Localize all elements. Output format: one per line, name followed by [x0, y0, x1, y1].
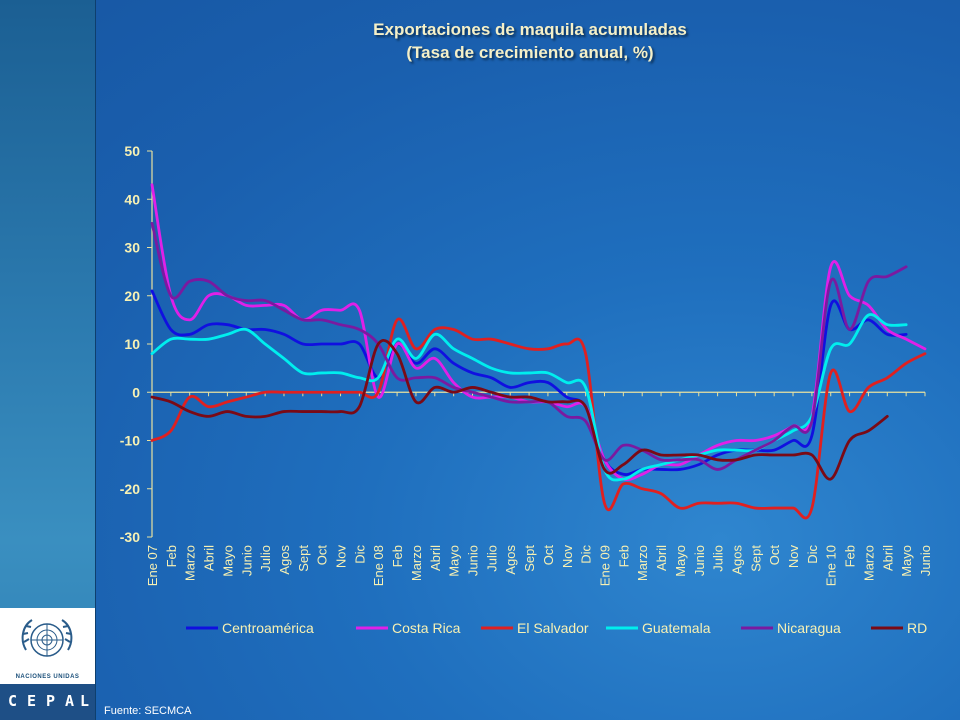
x-tick-label: Mayo — [220, 545, 235, 577]
cepal-letter: L — [80, 692, 90, 710]
x-tick-label: Mayo — [673, 545, 688, 577]
x-tick-label: Oct — [541, 545, 556, 566]
x-tick-label: Agos — [503, 545, 518, 575]
x-tick-label: Junio — [918, 545, 933, 576]
x-tick-label: Ene 07 — [145, 545, 160, 586]
y-tick-label: 0 — [132, 384, 140, 400]
x-tick-label: Sept — [748, 545, 763, 572]
x-tick-label: Abril — [880, 545, 895, 571]
legend-label: RD — [907, 620, 927, 636]
cepal-logo: C E P A L — [0, 684, 95, 720]
y-tick-label: 20 — [124, 288, 140, 304]
y-tick-label: -30 — [120, 529, 140, 545]
x-tick-label: Marzo — [635, 545, 650, 581]
x-tick-label: Dic — [579, 545, 594, 564]
series-line — [150, 313, 908, 482]
x-tick-label: Julio — [258, 545, 273, 572]
legend-label: Guatemala — [642, 620, 711, 636]
y-tick-label: -10 — [120, 433, 140, 449]
x-tick-label: Julio — [711, 545, 726, 572]
x-tick-label: Julio — [484, 545, 499, 572]
x-tick-label: Marzo — [861, 545, 876, 581]
x-tick-label: Agos — [277, 545, 292, 575]
x-tick-label: Oct — [315, 545, 330, 566]
x-tick-label: Mayo — [447, 545, 462, 577]
x-tick-label: Marzo — [183, 545, 198, 581]
y-tick-label: 30 — [124, 240, 140, 256]
y-tick-label: -20 — [120, 481, 140, 497]
legend-label: Nicaragua — [777, 620, 841, 636]
x-tick-labels: Ene 07 Feb Marzo Abril Mayo Junio Julio Agos Sep… — [145, 545, 933, 587]
y-tick-label: 50 — [124, 143, 140, 159]
x-tick-label: Oct — [767, 545, 782, 566]
x-tick-label: Dic — [352, 545, 367, 564]
source-note: Fuente: SECMCA — [104, 705, 192, 717]
x-tick-label: Nov — [560, 545, 575, 569]
x-tick-label: Ene 08 — [371, 545, 386, 586]
legend-label: Centroamérica — [222, 620, 314, 636]
y-tick-labels: 50 40 30 20 10 0 -10 -20 -30 — [120, 143, 140, 545]
x-tick-label: Feb — [390, 545, 405, 567]
chart-title-line1: Exportaciones de maquila acumuladas — [373, 20, 687, 39]
x-tick-label: Junio — [466, 545, 481, 576]
x-tick-label: Junio — [239, 545, 254, 576]
un-emblem-icon — [21, 619, 73, 657]
y-tick-label: 10 — [124, 336, 140, 352]
x-tick-label: Ene 10 — [824, 545, 839, 586]
y-tick-label: 40 — [124, 191, 140, 207]
cepal-letter: C — [8, 692, 18, 710]
un-logo-text: NACIONES UNIDAS — [15, 674, 80, 680]
series-line — [150, 221, 908, 471]
cepal-letter: E — [27, 692, 37, 710]
legend-label: El Salvador — [517, 620, 589, 636]
sidebar-panel: NACIONES UNIDAS C E P A L — [0, 0, 96, 720]
x-tick-label: Feb — [164, 545, 179, 567]
x-tick-label: Sept — [296, 545, 311, 572]
series-line — [150, 317, 927, 520]
chart-title-line2: (Tasa de crecimiento anual, %) — [406, 43, 654, 62]
series-line — [150, 289, 908, 476]
x-tick-label: Agos — [729, 545, 744, 575]
x-tick-label: Abril — [654, 545, 669, 571]
chart-legend: Centroamérica Costa Rica El Salvador Guatem… — [186, 620, 927, 636]
x-tick-label: Abril — [202, 545, 217, 571]
cepal-letter: A — [65, 692, 75, 710]
series-line — [150, 183, 927, 482]
x-tick-label: Ene 09 — [597, 545, 612, 586]
series-line — [150, 339, 889, 481]
x-tick-label: Marzo — [409, 545, 424, 581]
x-tick-label: Feb — [616, 545, 631, 567]
x-tick-label: Sept — [522, 545, 537, 572]
x-tick-label: Abril — [428, 545, 443, 571]
cepal-letter: P — [46, 692, 56, 710]
x-tick-label: Feb — [843, 545, 858, 567]
chart-series-lines — [150, 183, 927, 520]
x-tick-label: Dic — [805, 545, 820, 564]
x-tick-label: Nov — [786, 545, 801, 569]
x-tick-label: Nov — [334, 545, 349, 569]
x-tick-label: Mayo — [899, 545, 914, 577]
x-tick-label: Junio — [692, 545, 707, 576]
legend-label: Costa Rica — [392, 620, 461, 636]
